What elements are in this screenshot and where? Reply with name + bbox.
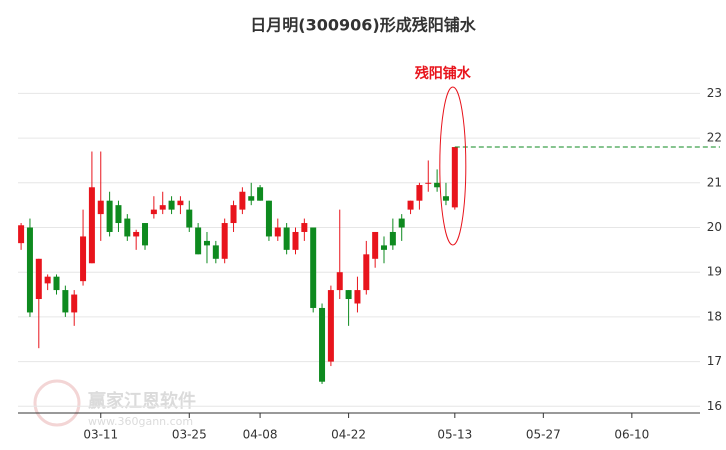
candle-body: [248, 196, 255, 201]
candle-body: [62, 290, 69, 313]
candle-body: [416, 185, 423, 201]
watermark: 赢家江恩软件 www.360gann.com: [33, 379, 196, 428]
y-tick-label: 21: [707, 175, 722, 189]
y-tick-label: 18: [707, 309, 722, 323]
candle-body: [363, 254, 370, 291]
candle-body: [177, 200, 184, 206]
candle-body: [292, 231, 299, 250]
candle-body: [389, 231, 396, 246]
candle-body: [230, 205, 237, 224]
candle-body: [142, 223, 149, 246]
candle-body: [133, 231, 140, 237]
x-tick-label: 03-11: [83, 428, 118, 442]
candle-body: [257, 187, 264, 201]
candle-body: [186, 209, 193, 228]
x-tick-label: 04-22: [331, 428, 366, 442]
x-tick-label: 04-08: [243, 428, 278, 442]
watermark-url: www.360gann.com: [88, 415, 193, 428]
candle-body: [18, 225, 25, 244]
candle-body: [310, 227, 317, 308]
candle-body: [195, 227, 202, 255]
x-tick-label: 05-13: [437, 428, 472, 442]
candle-body: [319, 307, 326, 382]
candle-body: [44, 276, 51, 284]
candle-body: [159, 205, 166, 210]
watermark-logo: [33, 379, 81, 427]
candle-body: [168, 200, 175, 210]
y-tick-label: 20: [707, 220, 722, 234]
candle-body: [115, 205, 122, 224]
candle-body: [336, 272, 343, 291]
candle-body: [451, 147, 458, 208]
highlight-ellipse: [439, 86, 467, 246]
candle-body: [434, 182, 441, 188]
y-tick-label: 19: [707, 265, 722, 279]
candle-body: [80, 236, 87, 282]
candle-body: [124, 218, 131, 237]
candle-body: [372, 231, 379, 259]
candle-body: [265, 200, 272, 237]
candle-body: [221, 223, 228, 259]
candle-body: [301, 223, 308, 232]
chart-title: 日月明(300906)形成残阳铺水: [250, 16, 476, 35]
y-tick-label: 16: [707, 399, 722, 413]
candle-body: [150, 209, 157, 215]
annotation: 残阳铺水: [415, 65, 472, 82]
candle-body: [442, 196, 449, 201]
y-tick-label: 22: [707, 131, 722, 145]
candle-body: [53, 276, 60, 291]
candle-body: [274, 227, 281, 237]
candle-body: [327, 290, 334, 362]
candle-body: [407, 200, 414, 210]
x-tick-label: 03-25: [172, 428, 207, 442]
y-tick-label: 17: [707, 354, 722, 368]
candle-body: [345, 290, 352, 300]
candle-body: [212, 245, 219, 259]
x-tick-label: 05-27: [526, 428, 561, 442]
candle-body: [354, 290, 361, 304]
candle-body: [97, 200, 104, 215]
candle-body: [35, 258, 42, 300]
candle-body: [398, 218, 405, 228]
candle-body: [425, 182, 432, 184]
candle-body: [88, 187, 95, 264]
candle-body: [71, 294, 78, 313]
candle-body: [239, 191, 246, 210]
candle-body: [203, 240, 210, 246]
candle-body: [381, 245, 388, 250]
candle-body: [283, 227, 290, 250]
y-tick-label: 23: [707, 86, 722, 100]
candle-body: [26, 227, 33, 313]
watermark-text: 赢家江恩软件: [88, 390, 196, 412]
candle-body: [106, 200, 113, 232]
x-tick-label: 06-10: [614, 428, 649, 442]
